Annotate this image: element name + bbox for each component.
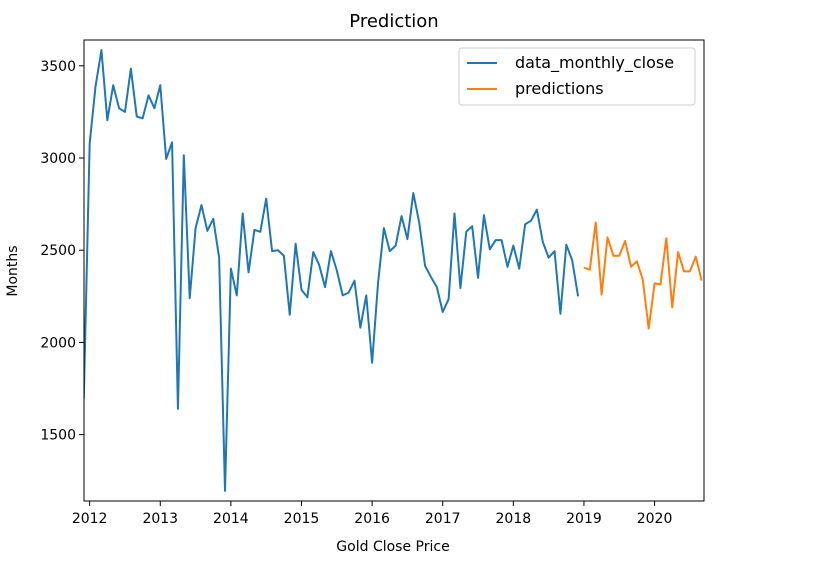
y-tick-label: 2000 [40, 335, 76, 351]
y-axis-label: Months [5, 245, 21, 296]
x-axis-label: Gold Close Price [336, 539, 449, 555]
x-tick-label: 2018 [496, 511, 532, 527]
series-line-data-monthly-close [84, 49, 580, 492]
x-tick-label: 2015 [284, 511, 320, 527]
y-axis: 1500 2000 2500 3000 3500 [40, 59, 84, 444]
legend: data_monthly_close predictions [458, 47, 696, 106]
x-tick-label: 2016 [354, 511, 390, 527]
y-tick-label: 2500 [40, 243, 76, 259]
legend-label-data-monthly-close: data_monthly_close [515, 53, 674, 73]
x-tick-label: 2017 [425, 511, 461, 527]
x-tick-label: 2019 [566, 511, 602, 527]
y-tick-label: 1500 [40, 428, 76, 444]
y-tick-label: 3500 [40, 59, 76, 75]
plot-area [84, 49, 703, 492]
x-axis: 2012 2013 2014 2015 2016 2017 2018 2019 2020 [72, 501, 673, 527]
legend-box [458, 47, 696, 106]
x-tick-label: 2012 [72, 511, 108, 527]
x-tick-label: 2013 [142, 511, 178, 527]
legend-label-predictions: predictions [515, 79, 604, 98]
plot-frame [83, 39, 705, 502]
y-tick-label: 3000 [40, 151, 76, 167]
series-line-predictions [583, 221, 703, 330]
chart-title: Prediction [349, 11, 438, 32]
x-tick-label: 2014 [213, 511, 249, 527]
x-tick-label: 2020 [637, 511, 673, 527]
